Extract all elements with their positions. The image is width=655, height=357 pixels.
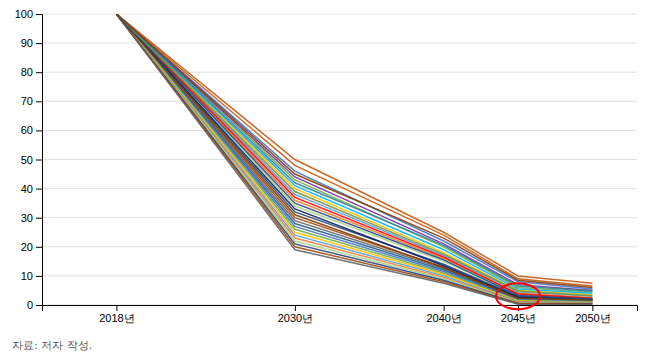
y-tick-label: 80 — [21, 66, 33, 78]
series-line — [116, 14, 592, 298]
series-line — [116, 14, 592, 290]
highlight-ellipse — [496, 283, 540, 309]
x-tick: 2050년 — [575, 305, 610, 324]
y-tick: 70 — [21, 95, 42, 107]
plot: 2018년 2030년 2040년 2045년 2050년 0 10 20 30 40 50 60 70… — [15, 8, 638, 324]
x-tick: 2040년 — [426, 305, 461, 324]
x-tick-label: 2018년 — [99, 312, 134, 324]
y-tick: 50 — [21, 154, 42, 166]
grid-line — [42, 188, 637, 189]
y-tick-label: 20 — [21, 241, 33, 253]
series-line — [116, 14, 592, 300]
x-tick-mark — [444, 305, 445, 311]
grid-line — [42, 159, 637, 160]
y-axis-line — [36, 15, 43, 306]
y-tick: 10 — [21, 270, 42, 282]
series-line — [116, 14, 592, 291]
y-tick-label: 100 — [15, 8, 33, 20]
series-line — [116, 14, 592, 293]
y-tick-label: 0 — [27, 299, 33, 311]
series-line — [116, 14, 592, 292]
series-line — [116, 14, 592, 296]
x-tick-label: 2045년 — [501, 312, 536, 324]
y-tick-label: 60 — [21, 124, 33, 136]
y-tick: 80 — [21, 66, 42, 78]
grid-line — [42, 14, 637, 15]
grid-line — [42, 130, 637, 131]
series-line — [116, 14, 592, 289]
series-line — [116, 14, 592, 286]
y-tick: 90 — [21, 37, 42, 49]
y-tick-mark — [36, 14, 42, 15]
y-tick-label: 50 — [21, 154, 33, 166]
series-line — [116, 14, 592, 304]
y-tick-label: 90 — [21, 37, 33, 49]
x-tick-mark — [116, 305, 117, 311]
y-tick-label: 10 — [21, 270, 33, 282]
series-line — [116, 14, 592, 304]
series-line — [116, 14, 592, 298]
y-tick: 60 — [21, 124, 42, 136]
series-line — [116, 14, 592, 303]
y-tick-label: 30 — [21, 212, 33, 224]
x-tick-mark — [592, 305, 593, 311]
x-axis-line — [43, 306, 638, 312]
y-tick-mark — [36, 305, 42, 306]
y-tick-mark — [36, 43, 42, 44]
y-tick-mark — [36, 189, 42, 190]
y-tick-mark — [36, 72, 42, 73]
series-line — [116, 14, 592, 300]
y-tick-mark — [36, 218, 42, 219]
x-tick: 2018년 — [99, 305, 134, 324]
annotations — [496, 283, 540, 309]
grid-line — [42, 43, 637, 44]
y-tick-label: 70 — [21, 95, 33, 107]
y-tick-mark — [36, 276, 42, 277]
x-tick-label: 2040년 — [426, 312, 461, 324]
grid-line — [42, 72, 637, 73]
series-line — [116, 14, 592, 300]
series-line — [116, 14, 592, 304]
y-tick: 40 — [21, 183, 42, 195]
series-line — [116, 14, 592, 288]
series-line — [116, 14, 592, 299]
x-tick: 2030년 — [278, 305, 313, 324]
y-tick-mark — [36, 130, 42, 131]
grid — [42, 14, 637, 305]
y-tick: 0 — [27, 299, 42, 311]
x-tick-mark — [295, 305, 296, 311]
grid-line — [42, 101, 637, 102]
y-tick-label: 40 — [21, 183, 33, 195]
grid-line — [42, 275, 637, 276]
y-axis: 0 10 20 30 40 50 60 70 80 90 100 — [15, 8, 43, 311]
series-line — [116, 14, 592, 303]
chart: 2018년 2030년 2040년 2045년 2050년 0 10 20 30 40 50 60 70… — [0, 0, 655, 357]
caption: 자료: 저자 작성. — [12, 339, 92, 352]
series-line — [116, 14, 592, 299]
series-line — [116, 14, 592, 295]
series-line — [116, 14, 592, 304]
y-tick-mark — [36, 160, 42, 161]
y-tick: 30 — [21, 212, 42, 224]
lines — [116, 14, 592, 304]
x-tick-label: 2050년 — [575, 312, 610, 324]
x-tick-label: 2030년 — [278, 312, 313, 324]
y-tick-mark — [36, 247, 42, 248]
y-tick: 100 — [15, 8, 42, 20]
y-tick-mark — [36, 101, 42, 102]
x-axis: 2018년 2030년 2040년 2045년 2050년 — [43, 305, 638, 324]
y-tick: 20 — [21, 241, 42, 253]
